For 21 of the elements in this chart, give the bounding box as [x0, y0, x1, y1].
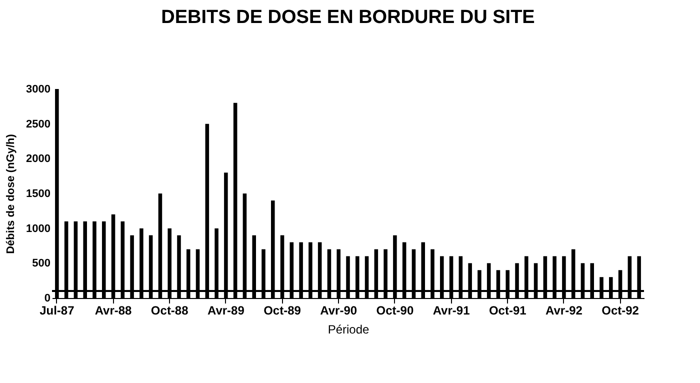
x-tick-label: Avr-92	[545, 304, 583, 318]
y-tick-label: 2500	[26, 118, 50, 130]
x-tick-label: Oct-92	[602, 304, 640, 318]
y-tick-label: 0	[44, 292, 50, 304]
x-tick-label: Oct-89	[264, 304, 302, 318]
x-tick-label: Oct-90	[376, 304, 414, 318]
y-axis-title: Débits de dose (nGy/h)	[5, 134, 18, 254]
y-tick-label: 500	[32, 258, 50, 270]
x-tick-label: Avr-91	[432, 304, 470, 318]
y-tick-label: 1000	[26, 222, 50, 235]
y-tick-label: 2000	[26, 153, 50, 166]
x-tick-label: Avr-90	[320, 304, 358, 318]
x-tick-label: Oct-88	[150, 304, 189, 318]
x-tick-label: Avr-88	[94, 304, 132, 318]
y-tick-label: 3000	[26, 84, 50, 96]
x-tick-label: Jul-87	[40, 304, 75, 318]
x-tick-label: Oct-91	[488, 304, 527, 318]
y-tick-label: 1500	[26, 188, 50, 200]
x-axis-title: Période	[328, 322, 370, 336]
x-tick-label: Avr-89	[207, 304, 245, 318]
chart-title: DEBITS DE DOSE EN BORDURE DU SITE	[161, 7, 535, 28]
